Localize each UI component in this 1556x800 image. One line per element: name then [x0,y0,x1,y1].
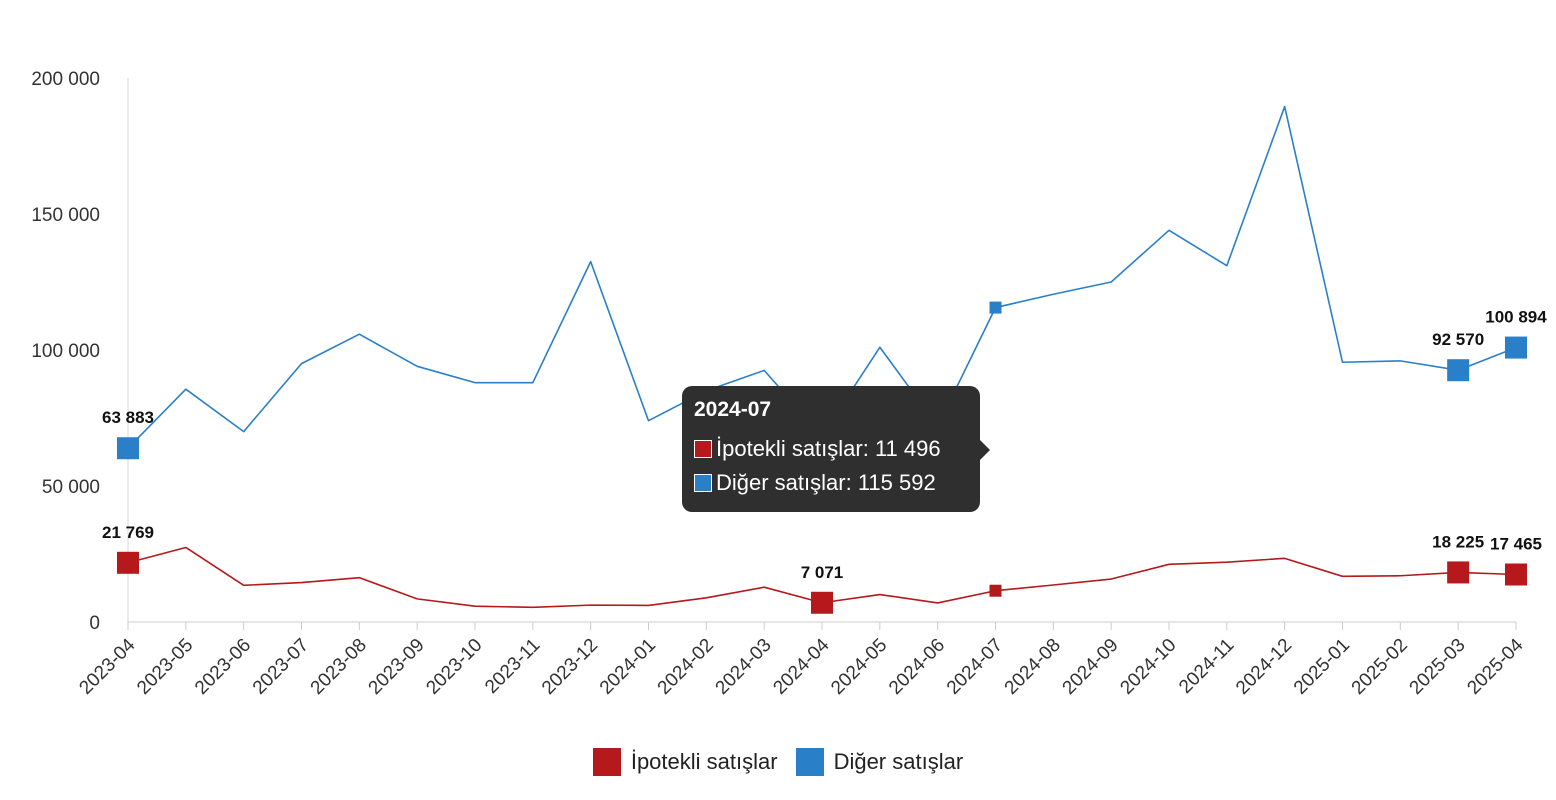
x-tick-label: 2023-10 [422,635,486,699]
tooltip-title: 2024-07 [694,398,772,421]
legend-label: İpotekli satışlar [630,749,778,774]
x-tick-label: 2025-03 [1406,635,1470,699]
x-tick-label: 2024-08 [1001,635,1065,699]
y-tick-label: 100 000 [31,341,100,362]
x-tick-label: 2023-07 [249,635,313,699]
data-label: 17 465 [1490,534,1542,553]
x-tick-label: 2024-06 [885,635,949,699]
x-tick-label: 2024-09 [1059,635,1123,699]
x-tick-label: 2024-01 [596,635,660,699]
x-tick-label: 2024-05 [827,635,891,699]
tooltip-row-label: İpotekli satışlar: 11 496 [716,436,941,461]
x-tick-label: 2025-02 [1348,635,1412,699]
x-tick-label: 2025-04 [1463,634,1527,698]
x-tick-label: 2024-10 [1116,635,1180,699]
legend-label: Diğer satışlar [833,749,964,774]
data-point-marker [117,551,139,574]
data-label: 7 071 [801,563,844,582]
x-tick-label: 2024-07 [943,635,1007,699]
x-tick-label: 2024-03 [712,635,776,699]
x-tick-label: 2023-08 [307,635,371,699]
x-tick-label: 2024-11 [1175,635,1238,698]
series-layer [117,105,1527,614]
x-tick-label: 2024-02 [654,635,718,699]
tooltip-row-diger: Diğer satışlar: 115 592 [694,470,968,496]
data-label: 92 570 [1432,330,1484,349]
tooltip-swatch-diger [694,474,712,492]
y-tick-label: 0 [89,613,100,634]
legend-item-ipotekli[interactable]: İpotekli satışlar [592,748,778,776]
tooltip-row-ipotekli: İpotekli satışlar: 11 496 [694,436,968,462]
data-point-marker [1447,561,1470,584]
data-point-marker [1505,336,1527,359]
data-point-highlight [989,584,1002,597]
legend-item-diger[interactable]: Diğer satışlar [795,748,964,776]
y-tick-label: 150 000 [31,205,100,226]
data-label: 100 894 [1485,308,1547,327]
data-point-marker [1447,359,1470,382]
data-label: 18 225 [1432,532,1484,551]
x-tick-label: 2023-11 [481,635,544,698]
tooltip-arrow [980,440,990,460]
tooltip: 2024-07 İpotekli satışlar: 11 496 Diğer … [682,386,990,512]
data-label: 21 769 [102,523,154,542]
y-tick-label: 200 000 [31,69,100,90]
data-label: 63 883 [102,408,154,427]
data-point-marker [1505,563,1527,586]
tooltip-row-label: Diğer satışlar: 115 592 [716,470,936,495]
y-tick-label: 50 000 [42,477,100,498]
x-tick-label: 2023-12 [538,635,602,699]
x-tick-label: 2023-06 [191,635,255,699]
x-tick-label: 2023-04 [75,634,139,698]
data-point-marker [811,591,833,614]
x-tick-label: 2024-04 [769,634,833,698]
data-point-highlight [989,301,1002,314]
series-ipotekli [117,546,1527,614]
legend-swatch-ipotekli [592,748,621,776]
x-tick-label: 2024-12 [1232,635,1296,699]
x-tick-label: 2025-01 [1290,635,1354,699]
tooltip-swatch-ipotekli [694,440,712,458]
x-tick-label: 2023-09 [365,635,429,699]
legend-swatch-diger [795,748,824,776]
data-point-marker [117,437,139,460]
legend: İpotekli satışlar Diğer satışlar [0,748,1556,776]
x-tick-label: 2023-05 [133,635,197,699]
